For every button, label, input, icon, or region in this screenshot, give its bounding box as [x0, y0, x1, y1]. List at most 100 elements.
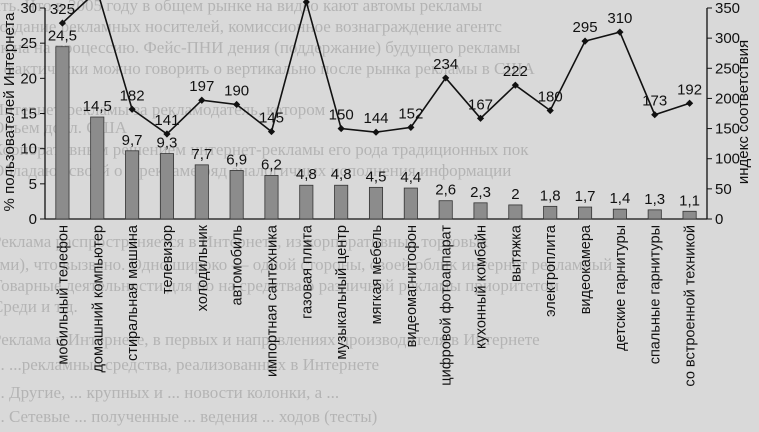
bar: [159, 153, 174, 220]
bar: [264, 174, 279, 220]
background-text-line: создание рекламных носителей, комиссионн…: [0, 17, 502, 36]
bar: [578, 206, 593, 220]
bar: [368, 186, 384, 220]
line-marker: [581, 37, 589, 45]
background-text-line: Реклама в Интернете, в первых и направле…: [0, 330, 540, 349]
category-label: телевизор: [160, 225, 176, 294]
y-right-tick-label: 300: [715, 30, 740, 47]
background-text-line: ить. Что в 2005 году в общем рынке на ви…: [0, 0, 483, 15]
line-marker: [302, 0, 310, 6]
y-left-tick-label: 5: [29, 176, 37, 193]
category-label: видеомагнитофон: [404, 225, 420, 347]
line-marker: [163, 130, 171, 138]
background-text-line: ок на на процессию. Фейс-ПНИ дения (подд…: [0, 38, 521, 57]
line-value-label: 192: [677, 81, 702, 98]
category-label: холодильник: [195, 224, 211, 311]
line-marker: [407, 123, 415, 131]
bar-value-label: 24,5: [48, 28, 77, 45]
line-marker: [651, 111, 659, 119]
bar: [647, 209, 662, 220]
line-value-label: 295: [573, 19, 598, 36]
bar: [682, 210, 697, 220]
category-label: цифровой фотоаппарат: [439, 225, 455, 386]
bar-value-label: 2,6: [435, 182, 456, 199]
category-label: домашний компьютер: [90, 225, 106, 373]
line-value-label: 144: [363, 110, 388, 127]
category-label: электроплита: [543, 224, 559, 317]
bar-value-label: 6,9: [226, 151, 247, 168]
line-value-label: 152: [398, 105, 423, 122]
bar: [125, 150, 140, 220]
line-value-label: 173: [642, 93, 667, 110]
category-label: музыкальный центр: [334, 225, 350, 360]
category-label: спальные гарнитуры: [648, 225, 664, 364]
category-label: вытяжка: [508, 224, 524, 282]
line-value-label: 190: [224, 82, 249, 99]
bar-value-label: 2,3: [470, 184, 491, 201]
line-marker: [616, 28, 624, 36]
category-label: стиральная машина: [125, 224, 141, 361]
bar: [438, 200, 453, 220]
background-text-line: Интернет-рекламы за рекламодатель, котор…: [0, 100, 326, 119]
category-label: мобильный телефон: [55, 225, 71, 365]
bar: [508, 204, 523, 220]
line-marker: [372, 128, 380, 136]
bar: [334, 184, 349, 220]
line-marker: [267, 127, 276, 136]
background-text-line: Среди и т.д.: [0, 297, 78, 316]
bar-value-label: 9,3: [157, 135, 178, 152]
line-marker: [337, 124, 345, 133]
category-label: автомобиль: [230, 225, 246, 305]
y-right-tick-label: 150: [715, 121, 740, 138]
y-left-tick-label: 25: [20, 35, 37, 52]
y-axis-left-label: % пользователей Интернета: [1, 12, 18, 212]
background-text-line: ами), что вызвано. Одно широко — одной с…: [0, 255, 613, 274]
y-right-tick-label: 50: [715, 181, 732, 198]
line-value-label: 145: [259, 110, 284, 127]
bar-value-label: 4,4: [400, 169, 421, 186]
category-label: кухонный комбайн: [474, 225, 490, 349]
line-value-label: 141: [154, 112, 179, 129]
y-left-tick-label: 0: [29, 211, 37, 228]
bar-value-label: 4,8: [296, 166, 317, 183]
background-text-line: Товарные деятельности для по на средства…: [0, 276, 560, 295]
bar: [612, 208, 627, 220]
line-marker: [198, 96, 206, 104]
line-value-label: 310: [607, 10, 632, 27]
y-right-tick-label: 250: [715, 60, 740, 77]
labels: 24,5 14,5 9,7 9,3 7,7 6,9 6,2 4,8 4,8 4,5 4,4 2,6 2,…: [48, 1, 702, 387]
line-value-label: 150: [329, 107, 354, 124]
bar: [299, 184, 314, 220]
line-value-label: 325: [50, 1, 75, 18]
line-marker: [546, 106, 554, 115]
line-value-label: 182: [120, 87, 145, 104]
category-label: мягкая мебель: [369, 225, 385, 324]
line-value-label: 234: [433, 56, 458, 73]
y-left-tick-label: 10: [20, 141, 37, 158]
bar-value-label: 14,5: [83, 98, 112, 115]
y-right-tick-label: 350: [715, 0, 740, 17]
line-marker: [511, 81, 519, 89]
bar: [55, 46, 70, 220]
line-marker: [128, 105, 136, 113]
bar-value-label: 4,8: [331, 166, 352, 183]
y-right-tick-label: 0: [715, 211, 723, 228]
line-marker: [58, 19, 67, 27]
y-right-tick-label: 200: [715, 90, 740, 107]
background-text-line: 2. Другие, ... крупных и ... новости кол…: [0, 383, 340, 402]
bar-value-label: 7,7: [191, 146, 212, 163]
background-text-line: 3. Сетевые ... полученные ... ведения ..…: [0, 407, 378, 426]
line-marker: [233, 100, 241, 109]
category-label: газовая плита: [299, 224, 315, 319]
y-left-tick-label: 30: [20, 0, 37, 17]
bar: [229, 170, 244, 220]
bar-value-label: 1,8: [540, 187, 561, 204]
bar: [473, 202, 488, 220]
background-text-line: Реклама распространяется в Интернете, из…: [0, 232, 489, 251]
y-right-tick-label: 100: [715, 151, 740, 168]
line-series: [58, 0, 694, 138]
bar-value-label: 6,2: [261, 156, 282, 173]
